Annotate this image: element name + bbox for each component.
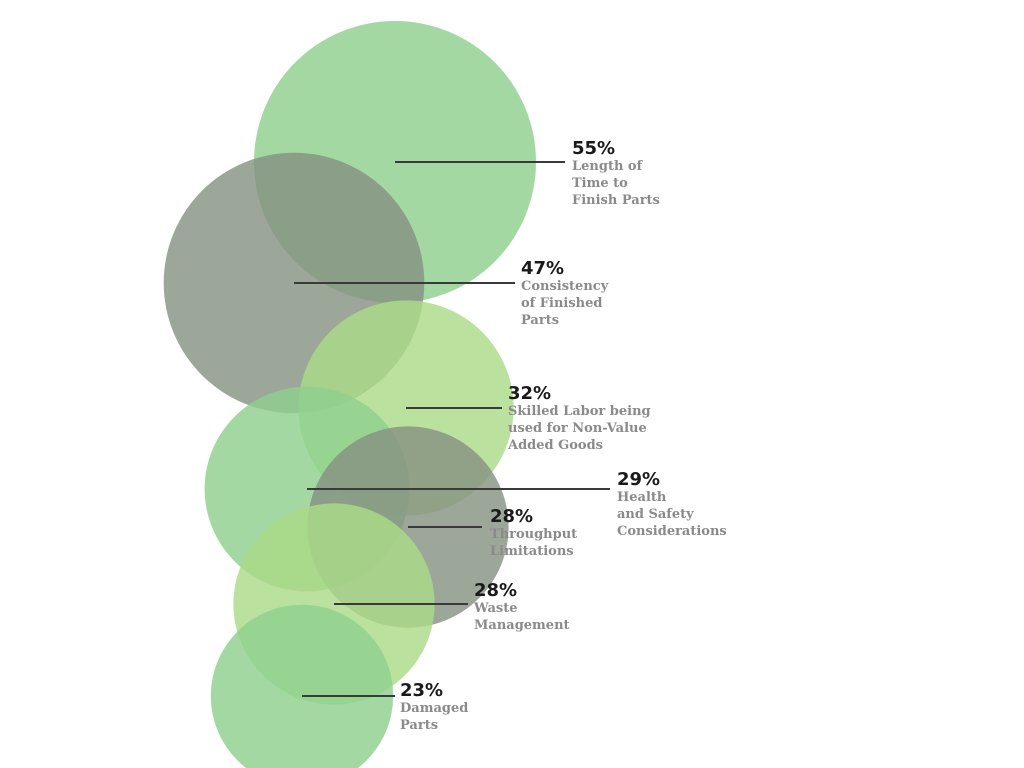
category-label-5: Throughput Limitations (490, 527, 577, 559)
value-label-2: 47% (521, 258, 564, 279)
category-label-1: Length of Time to Finish Parts (572, 159, 660, 208)
category-label-2: Consistency of Finished Parts (521, 279, 609, 328)
value-label-3: 32% (508, 383, 551, 404)
value-label-4: 29% (617, 469, 660, 490)
value-label-1: 55% (572, 138, 615, 159)
labels-layer: 55%Length of Time to Finish Parts 47%Consis… (294, 138, 727, 733)
category-label-4: Health and Safety Considerations (617, 490, 727, 539)
value-label-5: 28% (490, 506, 533, 527)
category-label-7: Damaged Parts (400, 701, 468, 733)
category-label-3: Skilled Labor being used for Non-Value Add… (507, 404, 651, 453)
value-label-7: 23% (400, 680, 443, 701)
category-label-6: Waste Management (473, 601, 570, 633)
bubble-7 (210, 604, 394, 768)
value-label-6: 28% (474, 580, 517, 601)
bubbles-layer (163, 21, 536, 768)
